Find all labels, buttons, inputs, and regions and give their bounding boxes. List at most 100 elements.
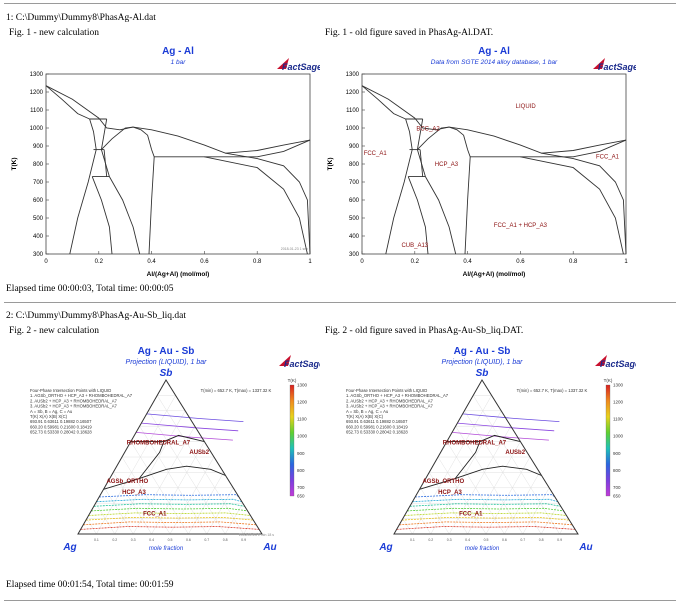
y-tick-label: 1300 (30, 72, 44, 78)
phase-label: LIQUID (516, 104, 537, 110)
section-1-left-caption: Fig. 1 - new calculation (9, 28, 99, 38)
chart-subtitle: 1 bar (171, 59, 187, 66)
base-tick-label: 0.7 (520, 538, 525, 542)
x-tick-label: 0.4 (463, 259, 472, 265)
isotherm-line (457, 422, 555, 432)
timestamp: 2018-01-23 1 min 18 s (239, 533, 274, 537)
legend-tick-label: 1300 (297, 383, 308, 388)
y-tick-label: 1000 (346, 126, 360, 132)
info-line: 1. AGSb_ORTHO + HCP_A3 + RHOMBOHEDRAL_A7 (346, 393, 449, 398)
x-tick-label: 0.6 (516, 259, 525, 265)
corner-label-top: Sb (476, 368, 489, 379)
info-line: Four-Phase Intersection Points with LIQU… (30, 388, 111, 393)
phase-boundary-line (45, 85, 90, 120)
phase-boundary-line (91, 176, 113, 255)
isotherm-line (96, 498, 242, 503)
middle-divider (4, 302, 676, 303)
phase-boundary-line (89, 118, 97, 150)
info-line: 2. AUSb2 + HCP_A3 + RHOMBOHEDRAL_A7 (346, 398, 433, 403)
base-tick-label: 0.4 (149, 538, 154, 542)
isotherm-line (146, 413, 244, 422)
y-tick-label: 400 (33, 234, 44, 240)
factsage-logo-flame-icon (593, 58, 605, 69)
phase-boundary-line (109, 176, 141, 255)
factsage-logo: FactSage (277, 58, 320, 72)
isotherm-line (462, 413, 560, 422)
factsage-logo-text: FactSage (284, 359, 320, 369)
phase-label: CUB_A13 (401, 243, 428, 249)
top-divider (4, 3, 676, 4)
y-tick-label: 1000 (30, 126, 44, 132)
legend-tick-label: 1100 (297, 417, 307, 422)
phase-boundary-line (101, 126, 153, 150)
y-tick-label: 500 (33, 216, 44, 222)
base-tick-label: 0.1 (410, 538, 415, 542)
y-tick-label: 300 (33, 252, 44, 258)
base-tick-label: 0.6 (186, 538, 191, 542)
chart-title: Ag - Al (478, 46, 510, 57)
legend-tick-label: 900 (297, 451, 305, 456)
y-tick-label: 1100 (30, 108, 44, 114)
isotherm-line (83, 521, 257, 526)
legend-tick-label: 700 (613, 485, 621, 490)
base-tick-label: 0.5 (484, 538, 489, 542)
composition-gridline (402, 518, 413, 535)
y-tick-label: 1300 (346, 72, 360, 78)
univariant-line (163, 434, 205, 443)
x-axis-label: Al/(Ag+Al) (mol/mol) (147, 271, 210, 278)
y-tick-label: 800 (33, 162, 44, 168)
composition-gridline (412, 395, 492, 535)
factsage-logo: FactSage (595, 355, 636, 369)
ag-au-sb-projection-old: Ag - Au - Sb Projection (LIQUID), 1 bar Fa… (346, 346, 636, 553)
isotherm-line (91, 507, 248, 512)
isotherm-line (401, 516, 570, 521)
y-tick-label: 1200 (30, 90, 44, 96)
isotherm-line (85, 516, 254, 521)
y-tick-label: 400 (349, 234, 360, 240)
base-tick-label: 0.9 (241, 538, 246, 542)
phase-label: FCC_A1 (143, 512, 167, 518)
composition-gridline (139, 426, 207, 535)
phase-boundary-line (133, 126, 311, 154)
info-line: 652.73 0.53330 0.28042 0.18628 (30, 430, 92, 435)
base-tick-label: 0.8 (539, 538, 544, 542)
info-line: T(K) X(A) X(B) X(C) (346, 414, 384, 419)
univariant-line (130, 441, 165, 479)
factsage-logo-flame-icon (595, 355, 607, 366)
section-1-right-caption: Fig. 1 - old figure saved in PhasAg-Al.D… (325, 28, 494, 38)
x-tick-label: 0.8 (569, 259, 578, 265)
factsage-logo-flame-icon (279, 355, 291, 366)
phase-boundary-line (541, 152, 627, 255)
composition-gridline (243, 518, 253, 535)
isotherm-line (80, 526, 260, 530)
temperature-colorbar (605, 384, 611, 497)
y-axis-label: T(K) (11, 158, 18, 171)
y-tick-label: 800 (349, 162, 360, 168)
phase-boundary-line (148, 149, 155, 255)
factsage-logo-flame-icon (277, 58, 289, 69)
phase-label: BCC_A2 (416, 127, 440, 133)
section-2-right-caption: Fig. 2 - old figure saved in PhasAg-Au-S… (325, 326, 524, 336)
section-2-elapsed: Elapsed time 00:01:54, Total time: 00:01… (6, 580, 174, 590)
legend-title: T(K) (604, 378, 613, 383)
factsage-logo-text: FactSage (282, 62, 320, 72)
legend-title: T(K) (288, 378, 297, 383)
y-axis-label: T(K) (327, 158, 334, 171)
info-line: 660.20 0.59981 0.21600 0.18419 (30, 424, 92, 429)
phase-label: FCC_A1 (596, 155, 620, 161)
info-line: Four-Phase Intersection Points with LIQU… (346, 388, 427, 393)
composition-gridline (104, 487, 134, 535)
ag-al-phase-diagram-old: Ag - Al Data from SGTE 2014 alloy databas… (327, 46, 636, 278)
info-line: 652.73 0.53330 0.28042 0.18628 (346, 430, 408, 435)
isotherm-line (452, 432, 549, 441)
corner-label-left: Ag (62, 542, 76, 553)
base-tick-label: 0.5 (168, 538, 173, 542)
composition-gridline (113, 472, 152, 535)
temperature-range: T(min) = 652.7 K, T(max) = 1337.32 K (201, 388, 272, 393)
phase-boundary-line (425, 176, 457, 255)
temperature-range: T(min) = 652.7 K, T(max) = 1337.32 K (517, 388, 588, 393)
x-axis-label: Al/(Ag+Al) (mol/mol) (463, 271, 526, 278)
composition-gridline (449, 426, 511, 535)
phase-label: AUSb2 (505, 450, 525, 456)
x-tick-label: 0.2 (411, 259, 420, 265)
